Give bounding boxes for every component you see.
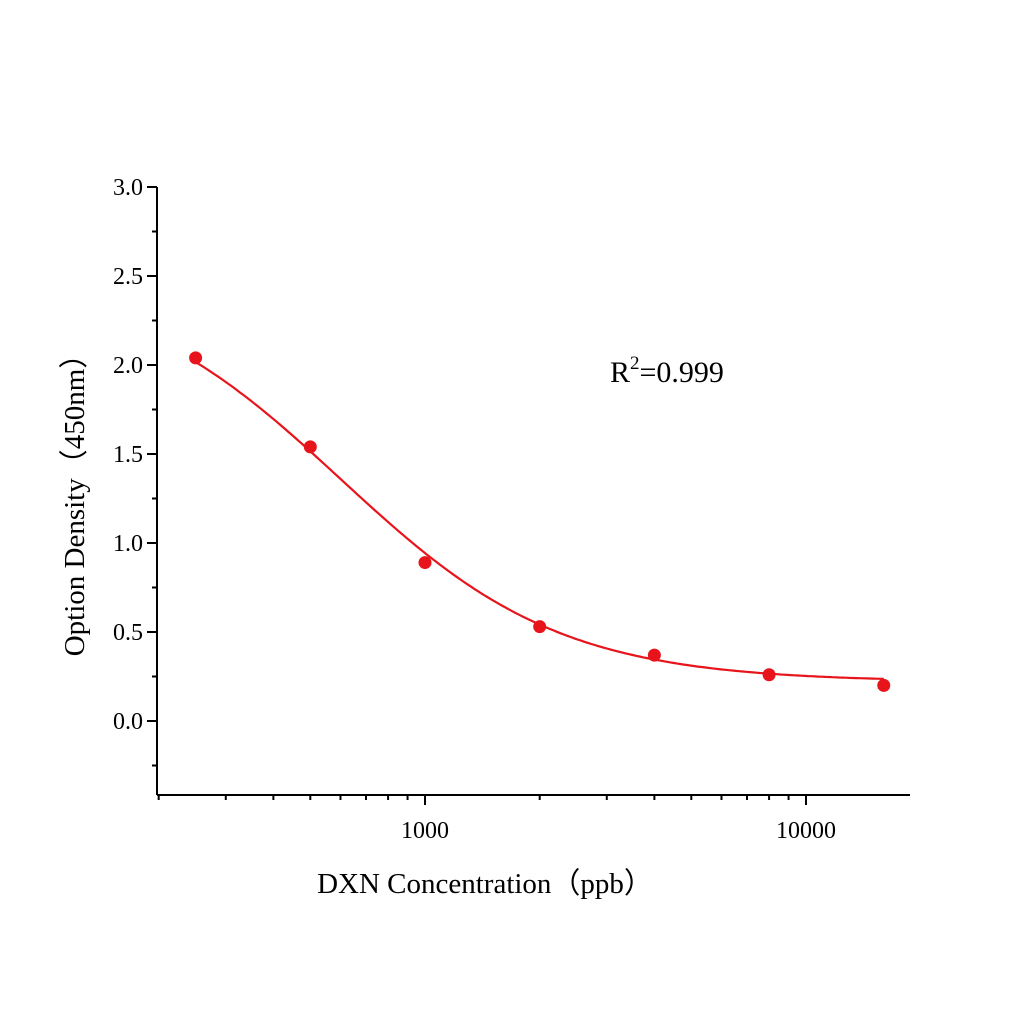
r-superscript: 2: [630, 353, 640, 374]
x-tick-label: 1000: [401, 818, 449, 844]
x-tick-label: 10000: [776, 818, 836, 844]
data-point: [533, 620, 547, 634]
y-tick-label: 0.5: [113, 620, 143, 646]
data-point: [762, 668, 776, 682]
y-tick-label: 1.0: [113, 531, 143, 557]
x-axis-label: DXN Concentration（ppb）: [317, 868, 653, 900]
data-point: [418, 556, 432, 570]
y-tick-label: 1.5: [113, 442, 143, 468]
y-axis-label: Option Density（450nm）: [59, 340, 91, 657]
y-tick-label: 0.0: [113, 709, 143, 735]
r-value: =0.999: [640, 356, 724, 389]
y-tick-label: 2.5: [113, 264, 143, 290]
data-point: [647, 648, 661, 662]
axes: 0.0 0.5 1.0 1.5 2.0 2.5 3.0 1000 10000: [113, 175, 910, 844]
data-point: [877, 678, 891, 692]
data-points: [189, 351, 891, 692]
data-point: [189, 351, 203, 365]
y-tick-label: 3.0: [113, 175, 143, 201]
r-label: R: [610, 356, 630, 389]
y-tick-label: 2.0: [113, 353, 143, 379]
data-point: [303, 440, 317, 454]
r-squared-annotation: R2=0.999: [610, 353, 724, 389]
